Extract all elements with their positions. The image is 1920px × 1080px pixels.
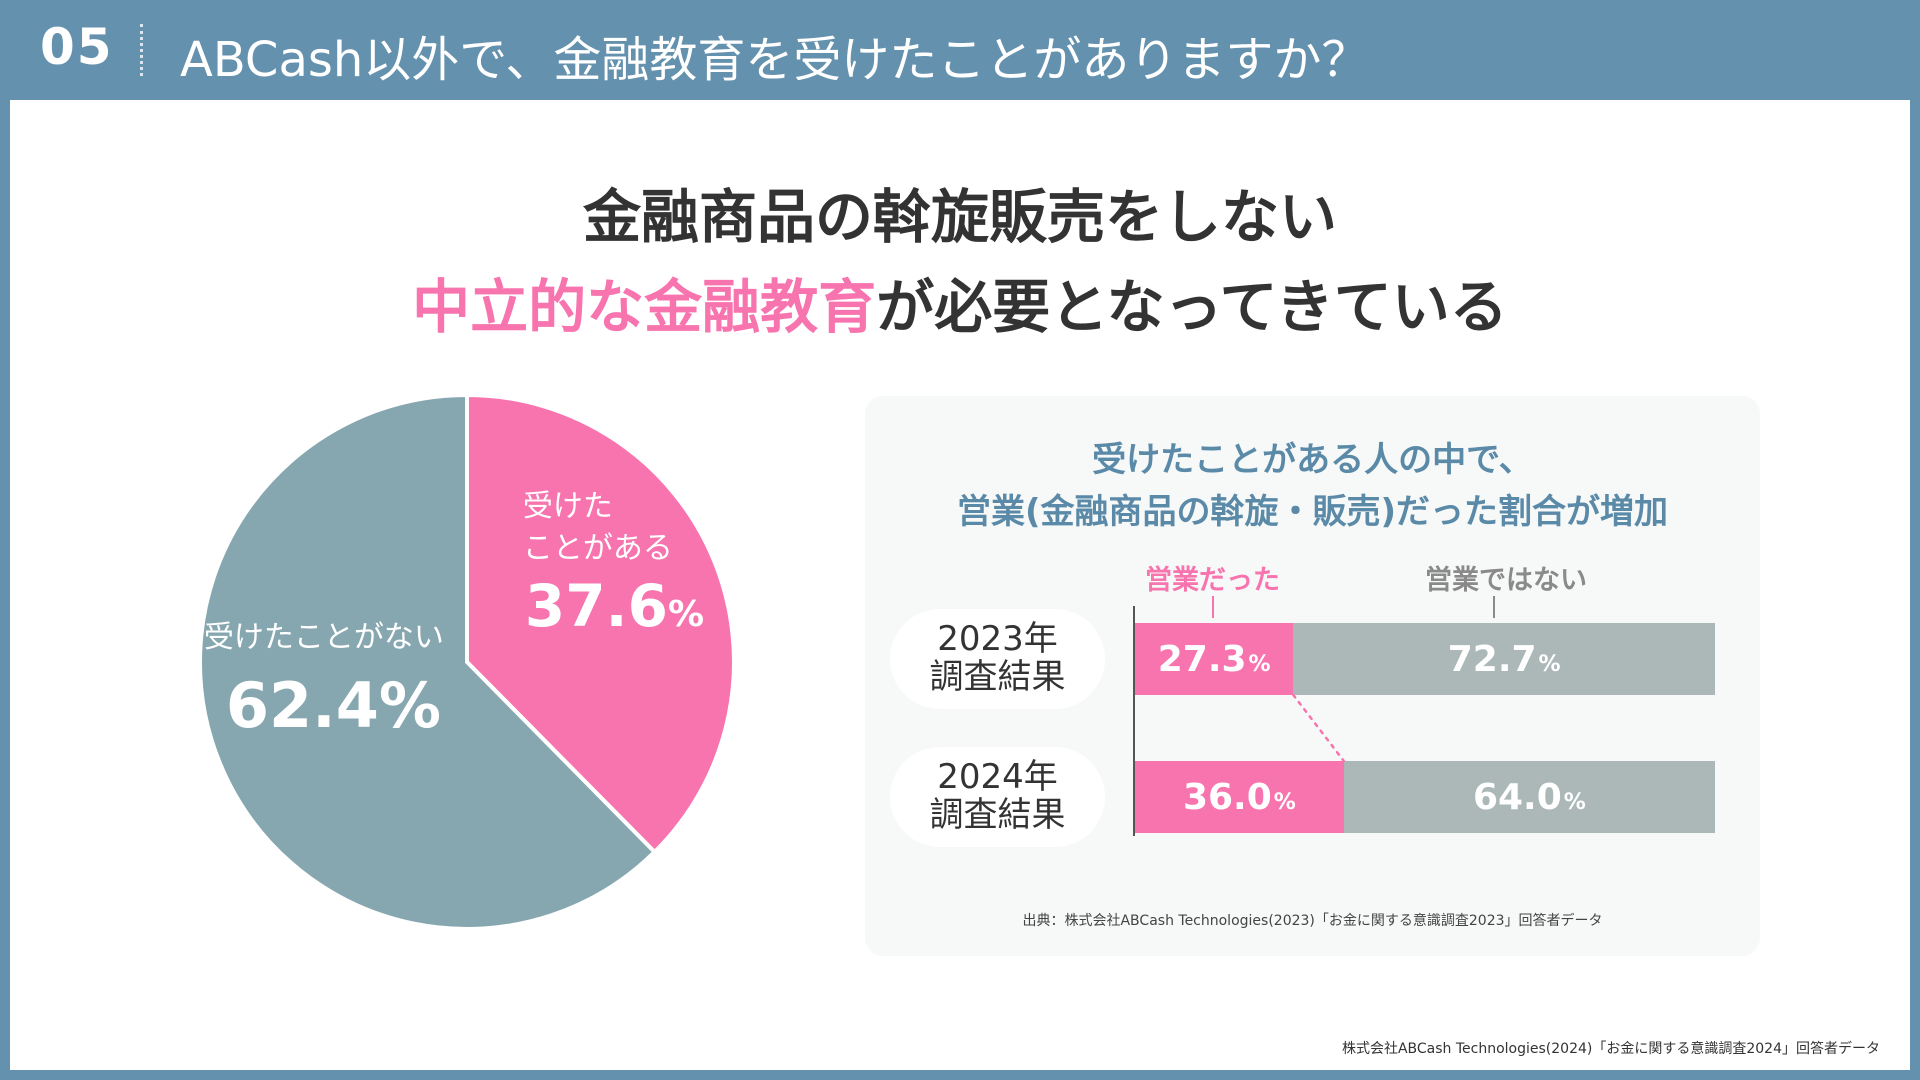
header-bar: 05 ABCash以外で、金融教育を受けたことがありますか？ <box>0 0 1920 100</box>
bar-chart-source: 出典：株式会社ABCash Technologies(2023)「お金に関する意… <box>1022 913 1603 929</box>
year-label-line2: 調査結果 <box>929 657 1066 697</box>
bar-unit: % <box>1563 789 1586 815</box>
year-label-line1: 2023年 <box>937 619 1058 659</box>
year-label-line1: 2024年 <box>937 757 1058 797</box>
bar-unit: % <box>1538 651 1561 677</box>
year-label-2: 2024年 調査結果 <box>890 747 1105 847</box>
headline-highlight: 中立的な金融教育 <box>412 273 877 341</box>
legend-sales: 営業だった <box>1145 565 1280 596</box>
pie-label-not-received: 受けたことがない <box>204 620 444 655</box>
bar-unit: % <box>1273 789 1296 815</box>
pie-slice-2 <box>198 392 658 931</box>
headline-line2: 中立的な金融教育が必要となってきている <box>10 260 1910 344</box>
bar-axis-line <box>1133 606 1135 836</box>
year-label-line2: 調査結果 <box>929 795 1066 835</box>
headline-line1: 金融商品の斡旋販売をしない <box>582 183 1337 251</box>
slide-number: 05 <box>40 18 114 76</box>
pie-value-not-received: 62.4% <box>226 669 441 742</box>
bar-chart-title-line2: 営業(金融商品の斡旋・販売)だった割合が増加 <box>956 492 1669 532</box>
bar-2-seg-1: 36.0% <box>1135 761 1344 833</box>
bar-value: 72.7 <box>1447 638 1537 680</box>
bar-chart-title-line1: 受けたことがある人の中で、 <box>1092 440 1533 480</box>
year-label-1: 2023年 調査結果 <box>890 609 1105 709</box>
pie-label-received-line1: 受けた <box>523 489 613 524</box>
connector-line <box>1292 693 1346 763</box>
footer-source: 株式会社ABCash Technologies(2024)「お金に関する意識調査… <box>1341 1041 1880 1057</box>
content-panel: 金融商品の斡旋販売をしない 中立的な金融教育が必要となってきている 受けた ことが… <box>10 100 1910 1070</box>
bar-unit: % <box>1248 651 1271 677</box>
headline-rest: が必要となってきている <box>876 273 1508 341</box>
bar-value: 27.3 <box>1157 638 1247 680</box>
legend-not-sales-tick <box>1493 596 1495 618</box>
bar-1-seg-1: 27.3% <box>1135 623 1294 695</box>
bar-value: 64.0 <box>1472 776 1562 818</box>
bar-chart-card: 受けたことがある人の中で、 営業(金融商品の斡旋・販売)だった割合が増加 出典：… <box>865 396 1760 956</box>
bar-2-seg-2: 64.0% <box>1343 761 1715 833</box>
slide-title: ABCash以外で、金融教育を受けたことがありますか？ <box>180 32 1370 88</box>
pie-label-received-line2: ことがある <box>523 531 673 566</box>
pie-slice-1 <box>465 392 736 855</box>
header-divider <box>140 24 143 76</box>
legend-not-sales: 営業ではない <box>1425 565 1587 596</box>
bar-value: 36.0 <box>1182 776 1272 818</box>
bar-1-seg-2: 72.7% <box>1293 623 1715 695</box>
legend-sales-tick <box>1212 596 1214 618</box>
